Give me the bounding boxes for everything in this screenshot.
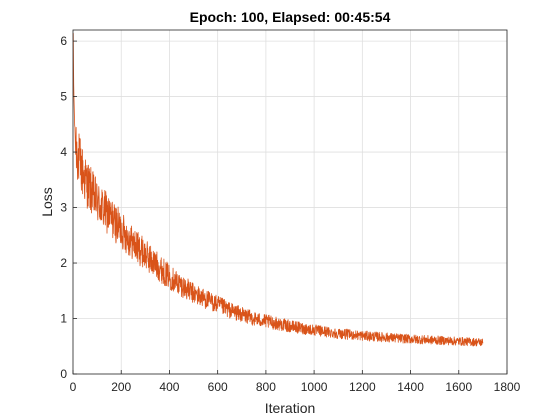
- chart-title: Epoch: 100, Elapsed: 00:45:54: [190, 9, 391, 25]
- y-tick-label: 5: [60, 90, 67, 104]
- x-tick-label: 800: [256, 380, 276, 394]
- x-tick-label: 200: [111, 380, 131, 394]
- plot-frame: [72, 29, 508, 375]
- y-tick-label: 0: [60, 367, 67, 381]
- y-tick-label: 1: [60, 312, 67, 326]
- y-tick-label: 6: [60, 34, 67, 48]
- y-tick-label: 3: [60, 201, 67, 215]
- x-tick-label: 1600: [445, 380, 472, 394]
- y-tick-label: 4: [60, 145, 67, 159]
- x-tick-label: 1400: [397, 380, 424, 394]
- y-axis-label: Loss: [39, 187, 55, 217]
- x-tick-label: 400: [159, 380, 179, 394]
- y-tick-label: 2: [60, 256, 67, 270]
- x-tick-label: 600: [208, 380, 228, 394]
- x-tick-label: 1200: [349, 380, 376, 394]
- loss-series-line: [72, 33, 484, 347]
- ticks: 0 200 400 600 800 1000 1200 1400 1600 1800 0 1 2 3 4 5 6: [60, 34, 520, 394]
- x-tick-label: 1800: [494, 380, 521, 394]
- x-tick-label: 0: [70, 380, 77, 394]
- plot-area: [73, 30, 507, 374]
- x-axis-label: Iteration: [265, 400, 316, 416]
- series-layer: [72, 33, 484, 347]
- x-tick-label: 1000: [301, 380, 328, 394]
